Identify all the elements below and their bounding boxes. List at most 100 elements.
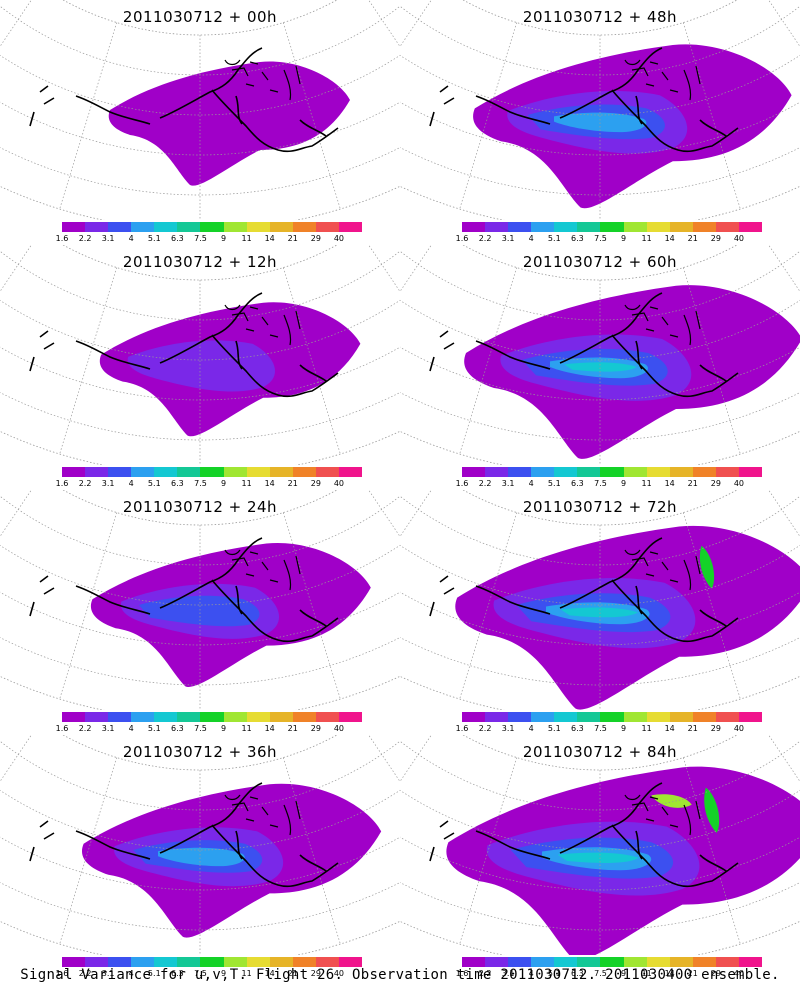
colorbar-swatch	[623, 712, 647, 722]
graticule	[0, 490, 400, 710]
colorbar-swatch	[738, 467, 763, 477]
colorbar-swatch	[338, 222, 363, 232]
colorbar-swatch	[223, 467, 247, 477]
colorbar-tick-label: 29	[310, 969, 321, 978]
colorbar-tick-label: 4	[528, 234, 534, 243]
colorbar-swatch	[62, 712, 86, 722]
colorbar-swatch	[462, 467, 486, 477]
colorbar-swatch	[200, 222, 224, 232]
colorbar-tick-label: 1.6	[455, 969, 469, 978]
colorbar-tick-label: 7.5	[194, 724, 207, 733]
colorbar-tick-label: 9	[220, 234, 227, 243]
colorbar	[62, 222, 363, 232]
colorbar-ticks: 1.6 2.2 3.1 4 5.1 6.3 7.5 9 11 14 21 29 40	[456, 234, 762, 244]
colorbar-tick-label: 21	[287, 479, 298, 488]
colorbar-tick-label: 4	[528, 724, 534, 733]
map-panel: 2011030712 + 24h 1.6 2.2 3.1 4 5.1 6.3 7.5 9 11 14…	[0, 490, 400, 735]
colorbar-tick-label: 7.5	[194, 479, 207, 488]
colorbar-tick-label: 5.1	[547, 724, 561, 733]
colorbar-tick-label: 5.1	[147, 479, 161, 488]
colorbar-swatch	[692, 712, 716, 722]
colorbar-swatch	[177, 222, 201, 232]
colorbar-swatch	[485, 467, 509, 477]
colorbar-swatch	[315, 467, 339, 477]
colorbar-swatch	[531, 467, 555, 477]
colorbar-tick-label: 3.1	[101, 724, 115, 733]
variance-contour	[564, 362, 637, 372]
colorbar-tick-label: 1.6	[55, 724, 69, 733]
colorbar-tick-label: 6.3	[571, 969, 584, 978]
colorbar-swatch	[669, 222, 693, 232]
colorbar-tick-label: 2.2	[78, 479, 92, 488]
colorbar-swatch	[154, 467, 178, 477]
map-panel: 2011030712 + 84h 1.6 2.2 3.1 4 5.1 6.3 7.5 9 11 14…	[400, 735, 800, 980]
colorbar-swatch	[108, 712, 132, 722]
colorbar-tick-label: 3.1	[101, 969, 115, 978]
colorbar-tick-label: 11	[241, 724, 252, 733]
colorbar-tick-label: 14	[664, 234, 675, 243]
colorbar-tick-label: 1.6	[455, 479, 469, 488]
colorbar-tick-label: 6.3	[571, 724, 584, 733]
colorbar-swatch	[269, 957, 293, 967]
colorbar-swatch	[508, 467, 532, 477]
colorbar-tick-label: 3.1	[501, 479, 515, 488]
colorbar-swatch	[131, 957, 155, 967]
map-panel: 2011030712 + 60h 1.6 2.2 3.1 4 5.1 6.3 7.5 9 11 14…	[400, 245, 800, 490]
colorbar-tick-label: 2.2	[478, 969, 492, 978]
panel-title: 2011030712 + 84h	[522, 743, 678, 761]
colorbar-swatch	[177, 467, 201, 477]
polar-map	[0, 0, 400, 220]
colorbar-swatch	[600, 222, 624, 232]
colorbar-tick-label: 3.1	[501, 234, 515, 243]
colorbar-tick-label: 4	[128, 234, 134, 243]
colorbar-tick-label: 3.1	[101, 479, 115, 488]
colorbar-tick-label: 40	[333, 724, 345, 733]
colorbar-swatch	[462, 957, 486, 967]
colorbar-tick-label: 21	[687, 724, 698, 733]
colorbar-swatch	[246, 467, 270, 477]
colorbar-tick-label: 11	[641, 969, 652, 978]
colorbar-tick-label: 2.2	[478, 479, 492, 488]
colorbar-swatch	[338, 957, 363, 967]
panel-title: 2011030712 + 00h	[122, 8, 278, 26]
colorbar-tick-label: 40	[733, 234, 745, 243]
colorbar-swatch	[154, 957, 178, 967]
colorbar-tick-label: 4	[128, 724, 134, 733]
colorbar-tick-label: 2.2	[78, 969, 92, 978]
colorbar-swatch	[508, 957, 532, 967]
variance-contour	[557, 852, 639, 863]
colorbar-ticks: 1.6 2.2 3.1 4 5.1 6.3 7.5 9 11 14 21 29 40	[56, 234, 362, 244]
colorbar-tick-label: 9	[620, 969, 627, 978]
colorbar-swatch	[315, 712, 339, 722]
polar-map	[400, 490, 800, 710]
colorbar-swatch	[577, 957, 601, 967]
colorbar-swatch	[715, 957, 739, 967]
colorbar-swatch	[315, 957, 339, 967]
colorbar-tick-label: 1.6	[55, 969, 69, 978]
graticule	[0, 245, 400, 465]
colorbar-swatch	[108, 467, 132, 477]
colorbar-tick-label: 4	[128, 479, 134, 488]
colorbar-tick-label: 21	[287, 234, 298, 243]
variance-contour	[158, 847, 245, 867]
colorbar-tick-label: 11	[641, 479, 652, 488]
colorbar-swatch	[485, 222, 509, 232]
colorbar-swatch	[715, 467, 739, 477]
colorbar-tick-label: 11	[641, 234, 652, 243]
colorbar-swatch	[315, 222, 339, 232]
graticule	[0, 0, 400, 220]
colorbar-tick-label: 14	[264, 724, 275, 733]
colorbar-swatch	[62, 467, 86, 477]
coastline	[429, 782, 739, 888]
panel-title: 2011030712 + 36h	[122, 743, 278, 761]
colorbar-ticks: 1.6 2.2 3.1 4 5.1 6.3 7.5 9 11 14 21 29 40	[456, 724, 762, 734]
colorbar-swatch	[292, 957, 316, 967]
map-panel: 2011030712 + 72h 1.6 2.2 3.1 4 5.1 6.3 7.5 9 11 14…	[400, 490, 800, 735]
colorbar-swatch	[485, 712, 509, 722]
colorbar-tick-label: 29	[710, 969, 721, 978]
colorbar-swatch	[554, 222, 578, 232]
colorbar	[62, 957, 363, 967]
colorbar-tick-label: 6.3	[171, 234, 184, 243]
colorbar-tick-label: 29	[310, 724, 321, 733]
colorbar-tick-label: 7.5	[594, 234, 607, 243]
